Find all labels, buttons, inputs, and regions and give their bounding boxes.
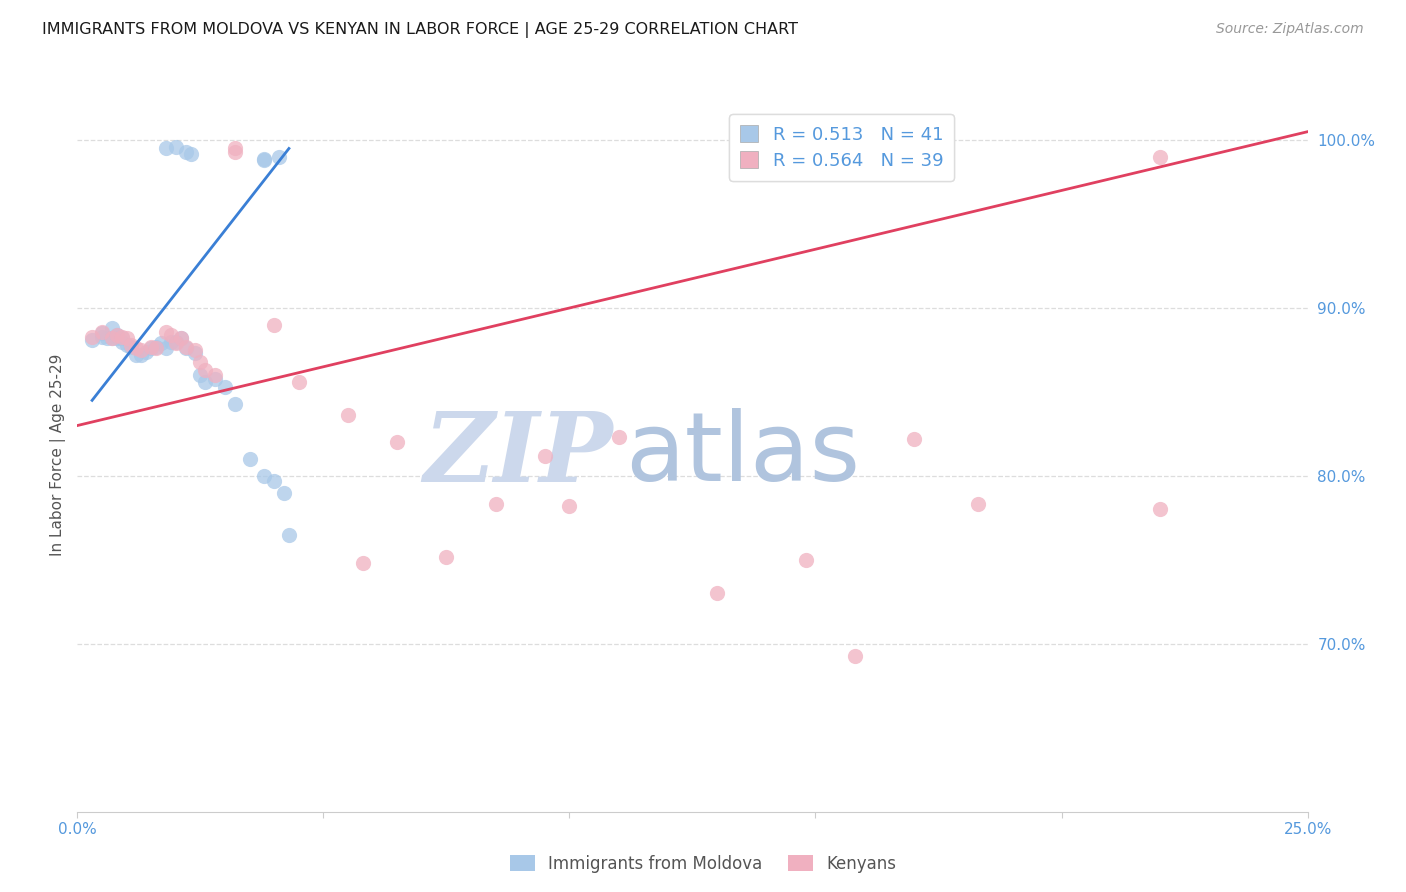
Point	[125, 348, 148, 362]
Point	[534, 449, 557, 463]
Point	[184, 346, 207, 360]
Point	[794, 553, 817, 567]
Point	[239, 452, 262, 467]
Point	[224, 397, 246, 411]
Text: IMMIGRANTS FROM MOLDOVA VS KENYAN IN LABOR FORCE | AGE 25-29 CORRELATION CHART: IMMIGRANTS FROM MOLDOVA VS KENYAN IN LAB…	[42, 22, 799, 38]
Point	[903, 432, 925, 446]
Point	[967, 498, 990, 512]
Point	[385, 435, 409, 450]
Point	[194, 363, 217, 377]
Point	[105, 327, 128, 342]
Point	[121, 338, 143, 352]
Point	[170, 331, 193, 345]
Point	[155, 141, 177, 155]
Point	[165, 334, 187, 349]
Point	[101, 321, 124, 335]
Point	[111, 329, 132, 343]
Point	[706, 586, 728, 600]
Point	[165, 336, 187, 351]
Point	[121, 340, 143, 354]
Point	[253, 152, 276, 166]
Point	[111, 334, 132, 349]
Point	[436, 549, 458, 564]
Y-axis label: In Labor Force | Age 25-29: In Labor Force | Age 25-29	[51, 354, 66, 556]
Point	[82, 333, 104, 347]
Point	[105, 327, 128, 342]
Point	[184, 343, 207, 357]
Point	[194, 375, 217, 389]
Point	[224, 141, 246, 155]
Point	[105, 331, 128, 345]
Point	[170, 331, 193, 345]
Point	[90, 329, 114, 343]
Point	[150, 336, 173, 351]
Point	[224, 145, 246, 159]
Point	[115, 338, 138, 352]
Point	[141, 341, 163, 355]
Text: ZIP: ZIP	[423, 408, 613, 502]
Point	[160, 334, 183, 349]
Point	[188, 355, 212, 369]
Point	[558, 499, 581, 513]
Point	[155, 341, 177, 355]
Point	[263, 474, 285, 488]
Point	[129, 348, 153, 362]
Text: atlas: atlas	[624, 409, 860, 501]
Point	[273, 485, 295, 500]
Point	[174, 145, 197, 159]
Point	[145, 341, 167, 355]
Text: Source: ZipAtlas.com: Source: ZipAtlas.com	[1216, 22, 1364, 37]
Legend: Immigrants from Moldova, Kenyans: Immigrants from Moldova, Kenyans	[503, 848, 903, 880]
Point	[180, 146, 202, 161]
Point	[263, 318, 285, 332]
Point	[129, 343, 153, 357]
Point	[844, 648, 866, 663]
Point	[1149, 502, 1171, 516]
Point	[607, 430, 630, 444]
Point	[101, 331, 124, 345]
Point	[1149, 150, 1171, 164]
Point	[115, 331, 138, 345]
Point	[160, 327, 183, 342]
Point	[204, 371, 226, 385]
Point	[253, 469, 276, 483]
Point	[485, 498, 508, 512]
Point	[253, 153, 276, 168]
Point	[204, 368, 226, 383]
Point	[96, 331, 118, 345]
Point	[141, 340, 163, 354]
Point	[174, 340, 197, 354]
Point	[101, 331, 124, 345]
Point	[278, 527, 301, 541]
Legend: R = 0.513   N = 41, R = 0.564   N = 39: R = 0.513 N = 41, R = 0.564 N = 39	[730, 114, 955, 181]
Point	[352, 556, 374, 570]
Point	[174, 341, 197, 355]
Point	[90, 326, 114, 341]
Point	[288, 375, 311, 389]
Point	[111, 331, 132, 345]
Point	[90, 325, 114, 339]
Point	[337, 409, 360, 423]
Point	[135, 344, 157, 359]
Point	[125, 341, 148, 355]
Point	[165, 140, 187, 154]
Point	[145, 340, 167, 354]
Point	[269, 150, 291, 164]
Point	[188, 368, 212, 383]
Point	[82, 329, 104, 343]
Point	[214, 380, 236, 394]
Point	[155, 325, 177, 339]
